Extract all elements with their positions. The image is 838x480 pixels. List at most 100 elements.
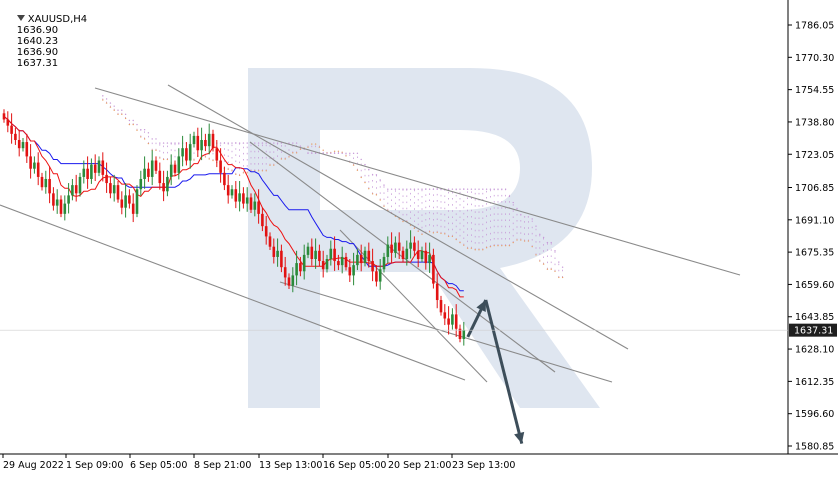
candle-body[interactable]	[363, 250, 367, 264]
candle-body[interactable]	[196, 135, 200, 151]
candle-body[interactable]	[416, 250, 420, 259]
candle-body[interactable]	[223, 172, 226, 186]
candle-body[interactable]	[375, 271, 378, 282]
candle-body[interactable]	[150, 160, 154, 177]
candle-body[interactable]	[295, 263, 298, 276]
candle-body[interactable]	[348, 267, 352, 276]
candle-body[interactable]	[6, 119, 10, 126]
candle-body[interactable]	[188, 144, 192, 161]
candle-body[interactable]	[447, 318, 450, 325]
candle-body[interactable]	[230, 189, 234, 196]
candle-body[interactable]	[166, 176, 169, 192]
candle-body[interactable]	[177, 156, 181, 173]
candle-body[interactable]	[340, 256, 344, 266]
candle-body[interactable]	[67, 195, 70, 204]
candle-body[interactable]	[192, 135, 196, 145]
candle-body[interactable]	[158, 170, 162, 184]
candle-body[interactable]	[318, 250, 321, 262]
candle-body[interactable]	[181, 148, 184, 157]
candle-body[interactable]	[14, 133, 17, 140]
candle-body[interactable]	[367, 250, 371, 262]
candle-body[interactable]	[17, 139, 21, 149]
candle-body[interactable]	[55, 199, 59, 206]
candle-body[interactable]	[109, 183, 112, 194]
candle-body[interactable]	[439, 300, 443, 313]
candle-body[interactable]	[234, 189, 238, 202]
candle-body[interactable]	[48, 178, 51, 194]
collapse-triangle-icon[interactable]	[16, 15, 25, 21]
candle-body[interactable]	[128, 195, 131, 204]
candle-body[interactable]	[93, 164, 97, 173]
candle-body[interactable]	[344, 256, 348, 268]
candle-body[interactable]	[226, 185, 230, 196]
candle-body[interactable]	[2, 113, 6, 120]
candle-body[interactable]	[185, 148, 188, 161]
candle-body[interactable]	[63, 203, 67, 214]
candle-body[interactable]	[310, 246, 314, 259]
candle-body[interactable]	[245, 197, 249, 204]
candle-body[interactable]	[413, 242, 416, 251]
candle-body[interactable]	[124, 195, 127, 208]
candle-body[interactable]	[44, 178, 48, 188]
candle-body[interactable]	[253, 201, 257, 210]
candle-body[interactable]	[139, 178, 143, 190]
candle-body[interactable]	[211, 133, 215, 149]
candle-body[interactable]	[409, 242, 412, 249]
candle-body[interactable]	[454, 314, 458, 329]
candle-body[interactable]	[306, 246, 310, 255]
candle-body[interactable]	[78, 176, 82, 194]
candle-body[interactable]	[405, 248, 409, 259]
candle-body[interactable]	[264, 226, 268, 237]
candle-body[interactable]	[420, 250, 424, 259]
candle-body[interactable]	[329, 248, 333, 259]
candle-body[interactable]	[59, 199, 63, 214]
candle-body[interactable]	[287, 277, 291, 286]
candle-body[interactable]	[143, 168, 146, 179]
candle-body[interactable]	[36, 162, 40, 177]
candle-body[interactable]	[302, 254, 306, 272]
candle-body[interactable]	[135, 189, 139, 214]
candle-body[interactable]	[10, 125, 13, 134]
candle-body[interactable]	[147, 168, 150, 177]
candle-body[interactable]	[33, 162, 36, 169]
candle-body[interactable]	[272, 246, 276, 257]
trend-line[interactable]	[167, 84, 629, 350]
candle-body[interactable]	[443, 312, 447, 319]
candle-body[interactable]	[397, 242, 401, 251]
candle-body[interactable]	[249, 197, 253, 210]
candle-body[interactable]	[382, 256, 386, 270]
candle-body[interactable]	[386, 244, 390, 257]
candle-body[interactable]	[90, 164, 93, 179]
candle-body[interactable]	[337, 261, 340, 266]
candle-body[interactable]	[333, 248, 336, 262]
candle-body[interactable]	[299, 263, 302, 272]
candle-body[interactable]	[257, 201, 260, 214]
candle-body[interactable]	[29, 156, 32, 169]
candles[interactable]	[2, 109, 466, 346]
candle-body[interactable]	[432, 254, 435, 284]
candle-body[interactable]	[283, 267, 287, 278]
candle-body[interactable]	[356, 254, 359, 266]
candle-body[interactable]	[451, 314, 454, 325]
candle-body[interactable]	[401, 250, 405, 259]
candle-body[interactable]	[200, 139, 203, 151]
candle-body[interactable]	[154, 160, 158, 171]
candle-body[interactable]	[394, 242, 397, 253]
candle-body[interactable]	[74, 185, 78, 194]
candle-body[interactable]	[112, 185, 116, 194]
candle-body[interactable]	[424, 250, 428, 264]
candle-body[interactable]	[390, 244, 393, 253]
candle-body[interactable]	[428, 254, 431, 264]
candle-body[interactable]	[40, 176, 44, 188]
candle-body[interactable]	[352, 265, 355, 276]
candle-body[interactable]	[207, 133, 211, 147]
candle-body[interactable]	[291, 275, 295, 286]
candle-body[interactable]	[219, 160, 222, 173]
candle-body[interactable]	[105, 174, 108, 184]
candle-body[interactable]	[97, 160, 101, 173]
trend-line[interactable]	[94, 87, 741, 276]
candle-body[interactable]	[52, 193, 55, 206]
candle-body[interactable]	[321, 261, 325, 270]
candle-body[interactable]	[325, 258, 329, 270]
